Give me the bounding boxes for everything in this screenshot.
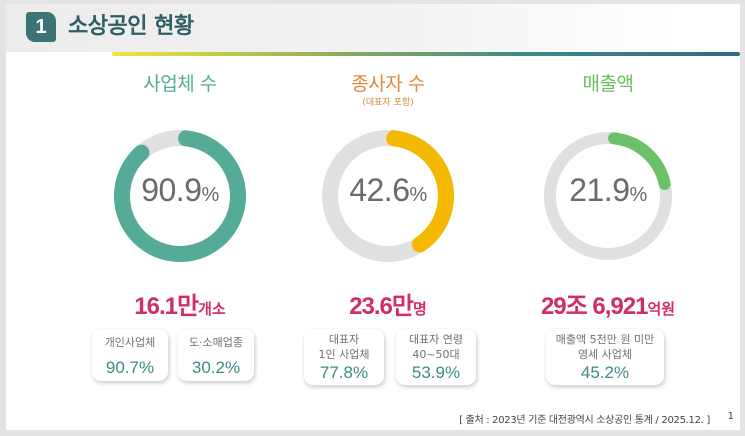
metric-revenue: 매출액 21.9% 29조 6,921억원 [508, 4, 708, 430]
donut-chart: 42.6% [318, 116, 458, 276]
metric-subtitle: (대표자 포함) [362, 98, 414, 108]
card-label: 40~50대 [412, 348, 460, 361]
card-value: 90.7% [105, 358, 155, 377]
card-label: 개인사업체 [104, 336, 156, 349]
card-label: 매출액 5천만 원 미만 [555, 333, 655, 346]
metric-title: 사업체 수 [143, 73, 217, 95]
donut-chart: 21.9% [538, 116, 678, 276]
metric-title: 종사자 수 [351, 73, 425, 95]
stat-card: 대표자 1인 사업체 77.8% [304, 329, 384, 385]
card-label: 대표자 [328, 333, 360, 346]
big-number: 23.6만명 [349, 293, 427, 320]
card-value: 53.9% [411, 363, 461, 382]
page-title: 소상공인 현황 [68, 14, 194, 39]
donut-ring [322, 130, 454, 262]
card-label: 도·소매업종 [188, 336, 244, 349]
donut-chart: 90.9% [110, 116, 250, 276]
stat-card: 도·소매업종 30.2% [178, 329, 254, 381]
donut-percent: 90.9% [141, 172, 219, 208]
donut-ring [544, 132, 672, 260]
card-label: 영세 사업체 [577, 348, 633, 361]
stat-card: 매출액 5천만 원 미만 영세 사업체 45.2% [546, 329, 664, 385]
header-band [6, 4, 740, 52]
donut-percent: 42.6% [349, 172, 427, 208]
metric-employee-count: 종사자 수 (대표자 포함) 42.6% 23.6만명 [288, 4, 488, 430]
source-citation: [ 출처 : 2023년 기준 대전광역시 소상공인 통계 / 2025.12.… [459, 415, 710, 426]
card-value: 45.2% [580, 363, 630, 382]
big-number: 16.1만개소 [134, 293, 226, 320]
big-number: 29조 6,921억원 [540, 293, 676, 320]
slide: 1 소상공인 현황 사업체 수 90.9% 16.1만개소 개인사업체 90.7… [6, 4, 740, 430]
card-label: 1인 사업체 [318, 348, 370, 361]
donut-ring [114, 130, 246, 262]
card-value: 30.2% [191, 358, 241, 377]
metric-business-count: 사업체 수 90.9% 16.1만개소 [80, 4, 280, 430]
stat-card: 대표자 연령 40~50대 53.9% [396, 329, 476, 385]
stat-card: 개인사업체 90.7% [92, 329, 168, 381]
card-label: 대표자 연령 [408, 333, 464, 346]
header-gradient-line [112, 52, 740, 56]
section-number-badge: 1 [26, 12, 56, 42]
card-value: 77.8% [319, 363, 369, 382]
donut-percent: 21.9% [569, 172, 647, 208]
page-number: 1 [727, 411, 734, 422]
metric-title: 매출액 [582, 73, 634, 95]
